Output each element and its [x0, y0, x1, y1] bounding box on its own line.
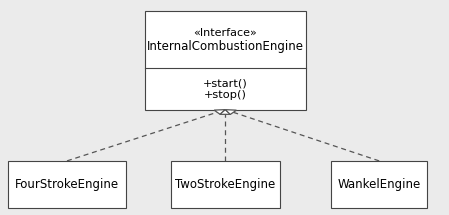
Text: +stop(): +stop() [204, 90, 247, 100]
Text: «Interface»: «Interface» [194, 28, 257, 38]
Bar [145, 11, 306, 110]
Bar [8, 161, 126, 208]
Text: WankelEngine: WankelEngine [338, 178, 421, 191]
Polygon shape [214, 110, 225, 114]
Text: TwoStrokeEngine: TwoStrokeEngine [175, 178, 275, 191]
Polygon shape [225, 110, 237, 114]
Text: InternalCombustionEngine: InternalCombustionEngine [147, 40, 304, 53]
Text: FourStrokeEngine: FourStrokeEngine [15, 178, 119, 191]
Bar [171, 161, 280, 208]
Text: +start(): +start() [203, 78, 248, 88]
Bar [331, 161, 427, 208]
Polygon shape [220, 110, 231, 114]
